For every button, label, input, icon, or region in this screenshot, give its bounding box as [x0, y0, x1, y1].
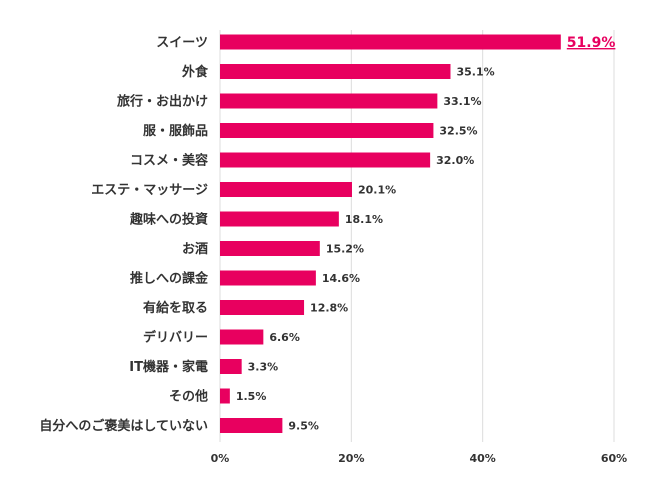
value-labels: 51.9% 35.1% 33.1% 32.5% 32.0% 20.1% 18.1% 15.2%… [236, 35, 616, 433]
bar [220, 34, 561, 50]
category-label: IT機器・家電 [129, 359, 208, 375]
bar [220, 359, 242, 374]
bar [220, 329, 264, 345]
category-label: 外食 [181, 64, 209, 80]
x-tick-label: 40% [469, 452, 495, 465]
value-label: 12.8% [310, 302, 348, 315]
category-label: 有給を取る [143, 300, 208, 316]
bar [220, 123, 434, 138]
bar [220, 418, 283, 433]
category-label: 旅行・お出かけ [117, 94, 208, 110]
bar [220, 152, 431, 168]
bars [220, 34, 561, 433]
value-label: 20.1% [358, 184, 396, 197]
value-label: 9.5% [288, 420, 319, 433]
value-label: 18.1% [345, 213, 383, 226]
category-label: お酒 [182, 242, 208, 257]
value-label: 15.2% [326, 243, 364, 256]
category-label: エステ・マッサージ [91, 183, 208, 198]
category-label: 推しへの課金 [130, 271, 209, 287]
category-labels: スイーツ外食旅行・お出かけ服・服飾品コスメ・美容エステ・マッサージ趣味への投資お… [39, 36, 209, 435]
bar [220, 211, 339, 227]
bar [220, 388, 230, 404]
value-label-highlight: 51.9% [567, 35, 616, 51]
x-axis-ticks: 0% 20% 40% 60% [211, 452, 628, 465]
value-label: 35.1% [456, 66, 494, 79]
category-label: 趣味への投資 [129, 212, 208, 228]
value-label: 32.0% [436, 154, 474, 167]
bar [220, 64, 451, 79]
x-tick-label: 20% [338, 452, 364, 465]
value-label: 14.6% [322, 272, 360, 285]
bar [220, 182, 352, 197]
bar [220, 300, 305, 315]
category-label: 服・服飾品 [143, 123, 208, 139]
bar [220, 241, 320, 256]
value-label: 33.1% [443, 95, 481, 108]
value-label: 6.6% [269, 331, 300, 344]
category-label: 自分へのご褒美はしていない [39, 418, 208, 434]
gridlines [219, 30, 615, 442]
category-label: スイーツ [156, 36, 208, 51]
category-label: コスメ・美容 [130, 153, 208, 169]
category-label: デリバリー [143, 330, 208, 346]
value-label: 32.5% [439, 125, 477, 138]
x-tick-label: 60% [601, 452, 627, 465]
value-label: 3.3% [248, 361, 279, 374]
bar [220, 93, 438, 109]
bar [220, 270, 316, 286]
value-label: 1.5% [236, 390, 267, 403]
x-tick-label: 0% [211, 452, 230, 465]
category-label: その他 [169, 389, 208, 405]
